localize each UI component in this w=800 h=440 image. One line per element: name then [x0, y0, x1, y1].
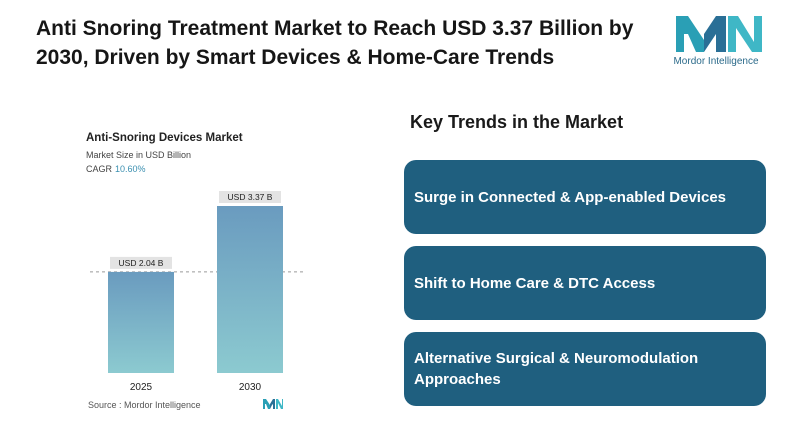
mordor-logo-icon [676, 16, 762, 52]
trend-card-connected-devices: Surge in Connected & App-enabled Devices [404, 160, 766, 234]
chart-source: Source : Mordor Intelligence [88, 400, 201, 410]
bar-2025 [108, 271, 174, 373]
trend-label: Shift to Home Care & DTC Access [414, 274, 656, 292]
trend-label: Surge in Connected & App-enabled Devices [414, 188, 727, 206]
data-label: USD 2.04 B [119, 258, 164, 268]
mini-mordor-logo-icon [263, 399, 283, 409]
page-title: Anti Snoring Treatment Market to Reach U… [36, 17, 634, 69]
chart-subtitle: Market Size in USD Billion [86, 150, 192, 160]
trend-card-home-care: Shift to Home Care & DTC Access [404, 246, 766, 320]
data-label: USD 3.37 B [228, 192, 273, 202]
mordor-logo: Mordor Intelligence [666, 12, 766, 72]
key-trends-title: Key Trends in the Market [410, 112, 624, 132]
chart-cagr: CAGR 10.60% [86, 164, 146, 174]
x-tick-label: 2030 [239, 382, 262, 393]
logo-text: Mordor Intelligence [673, 56, 759, 67]
chart-title: Anti-Snoring Devices Market [86, 132, 243, 144]
bar-2030 [217, 206, 283, 373]
cagr-value: 10.60% [115, 164, 146, 174]
x-tick-label: 2025 [130, 382, 153, 393]
trend-label: Alternative Surgical & Neuromodulation A… [414, 350, 699, 388]
trend-card-surgical: Alternative Surgical & Neuromodulation A… [404, 332, 766, 406]
bar-chart: USD 2.04 B 2025 USD 3.37 B 2030 Anti-Snorin… [80, 130, 320, 420]
cagr-label: CAGR [86, 164, 113, 174]
data-label-bg [110, 256, 172, 269]
chart-canvas: USD 2.04 B 2025 USD 3.37 B 2030 [90, 191, 306, 393]
data-label-bg [219, 191, 281, 203]
